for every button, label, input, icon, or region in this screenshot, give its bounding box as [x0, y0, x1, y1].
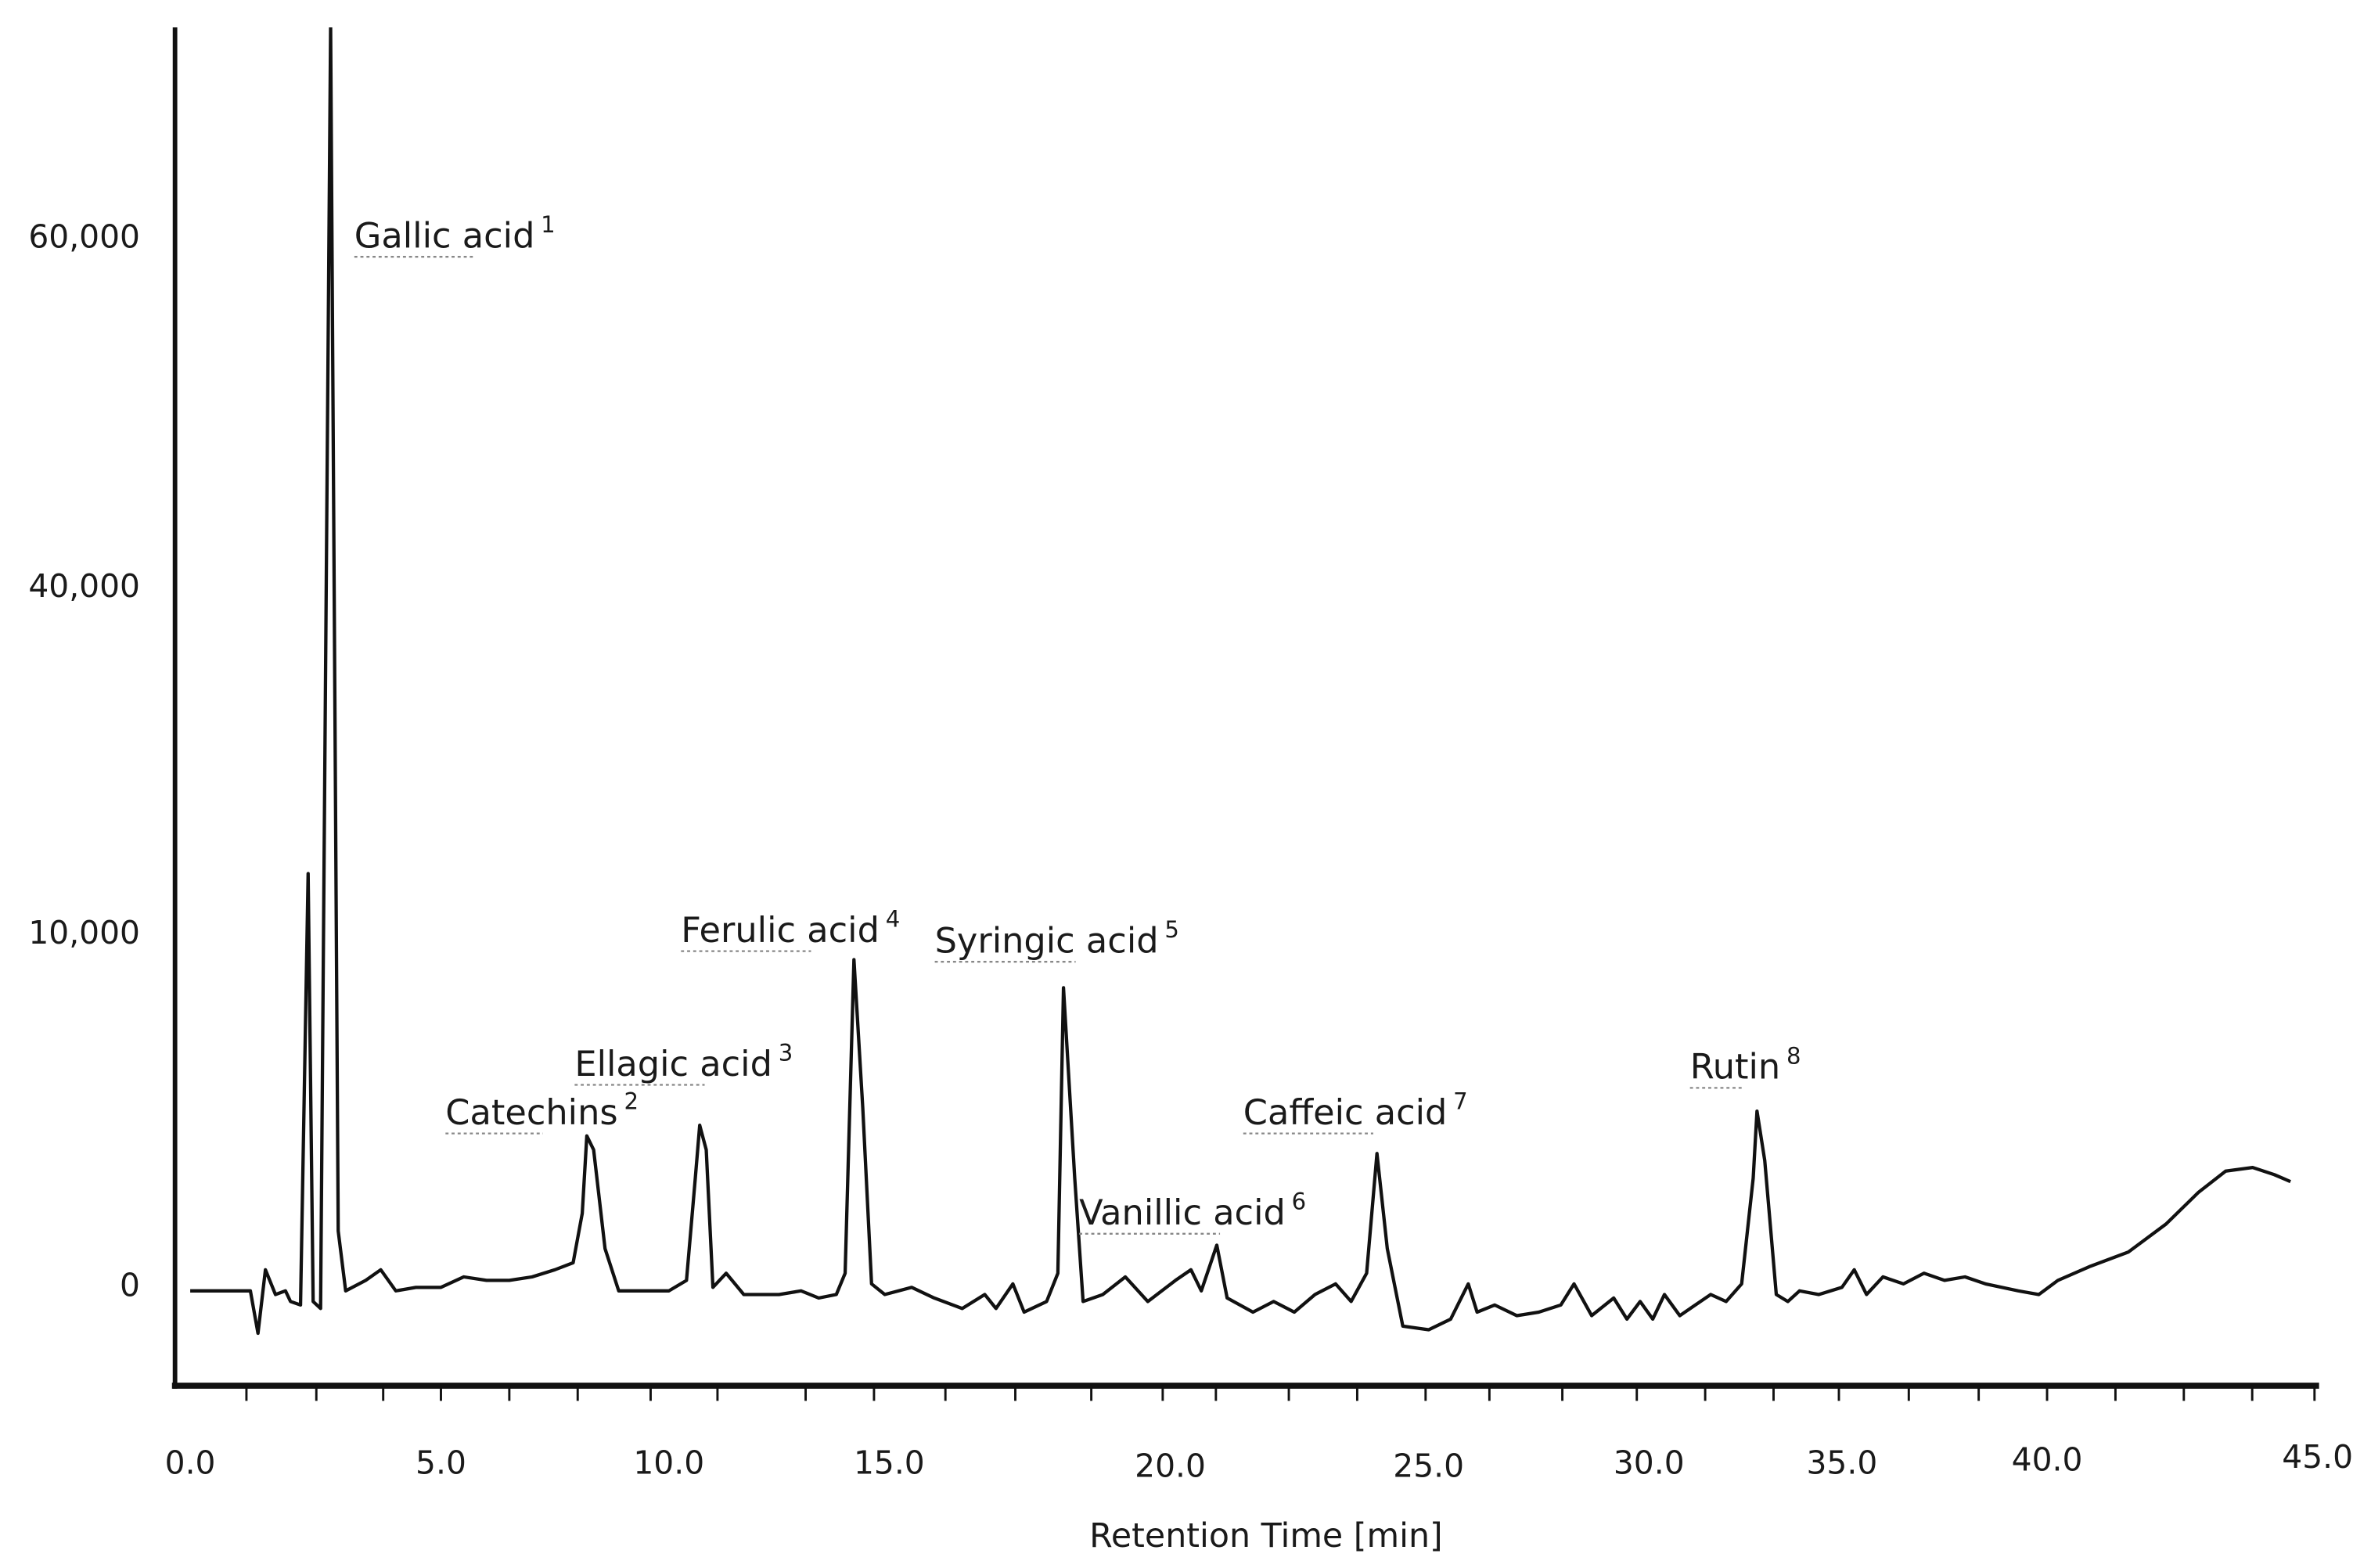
peak-label: Catechins 2 — [445, 1088, 639, 1133]
peak-number: 2 — [624, 1088, 639, 1115]
x-tick-label: 35.0 — [1806, 1444, 1877, 1482]
y-tick-label: 10,000 — [28, 914, 140, 951]
peak-number: 5 — [1164, 916, 1179, 943]
peak-label: Syringic acid 5 — [935, 916, 1179, 961]
peak-number: 6 — [1292, 1189, 1307, 1215]
y-tick-label: 60,000 — [28, 218, 140, 256]
peak-label: Vanillic acid 6 — [1079, 1189, 1306, 1233]
x-tick-label: 20.0 — [1135, 1447, 1206, 1484]
peak-name: Catechins — [445, 1092, 617, 1133]
peak-label: Caffeic acid 7 — [1243, 1088, 1468, 1133]
peak-name: Vanillic acid — [1079, 1192, 1286, 1233]
peak-name: Syringic acid — [935, 921, 1159, 962]
peak-name: Caffeic acid — [1243, 1092, 1448, 1133]
peak-number: 1 — [541, 211, 556, 238]
x-tick-label: 10.0 — [633, 1444, 704, 1482]
peak-number: 4 — [886, 906, 901, 933]
peak-number: 3 — [779, 1039, 793, 1066]
x-tick-label: 0.0 — [165, 1444, 216, 1482]
x-tick-label: 45.0 — [2282, 1438, 2353, 1476]
chromatogram-line — [190, 27, 2291, 1336]
x-ticks — [245, 1385, 2316, 1401]
y-tick-labels: 0 10,000 40,000 60,000 — [28, 218, 140, 1304]
axes — [171, 27, 2319, 1389]
x-tick-label: 15.0 — [854, 1444, 925, 1482]
y-tick-label: 0 — [120, 1266, 140, 1304]
x-axis-title: Retention Time [min] — [1089, 1516, 1443, 1555]
peak-annotations: Gallic acid 1 Catechins 2 Ellagic acid 3 Ferul… — [354, 211, 1801, 1235]
peak-label: Gallic acid 1 — [354, 211, 556, 256]
peak-label: Rutin 8 — [1690, 1042, 1801, 1087]
peak-number: 8 — [1786, 1042, 1801, 1069]
peak-name: Gallic acid — [354, 216, 535, 257]
x-tick-label: 5.0 — [416, 1444, 466, 1482]
x-tick-label: 30.0 — [1614, 1444, 1685, 1482]
x-tick-labels: 0.0 5.0 10.0 15.0 20.0 25.0 30.0 35.0 40.0 45.0 — [165, 1438, 2353, 1485]
x-tick-label: 40.0 — [2012, 1441, 2083, 1479]
series-group — [190, 27, 2291, 1336]
peak-name: Ferulic acid — [681, 910, 880, 951]
peak-label: Ellagic acid 3 — [574, 1039, 793, 1084]
peak-name: Rutin — [1690, 1047, 1781, 1088]
x-tick-label: 25.0 — [1393, 1447, 1464, 1484]
peak-number: 7 — [1453, 1088, 1468, 1115]
peak-label: Ferulic acid 4 — [681, 906, 900, 951]
y-tick-label: 40,000 — [28, 567, 140, 605]
peak-name: Ellagic acid — [574, 1044, 772, 1084]
